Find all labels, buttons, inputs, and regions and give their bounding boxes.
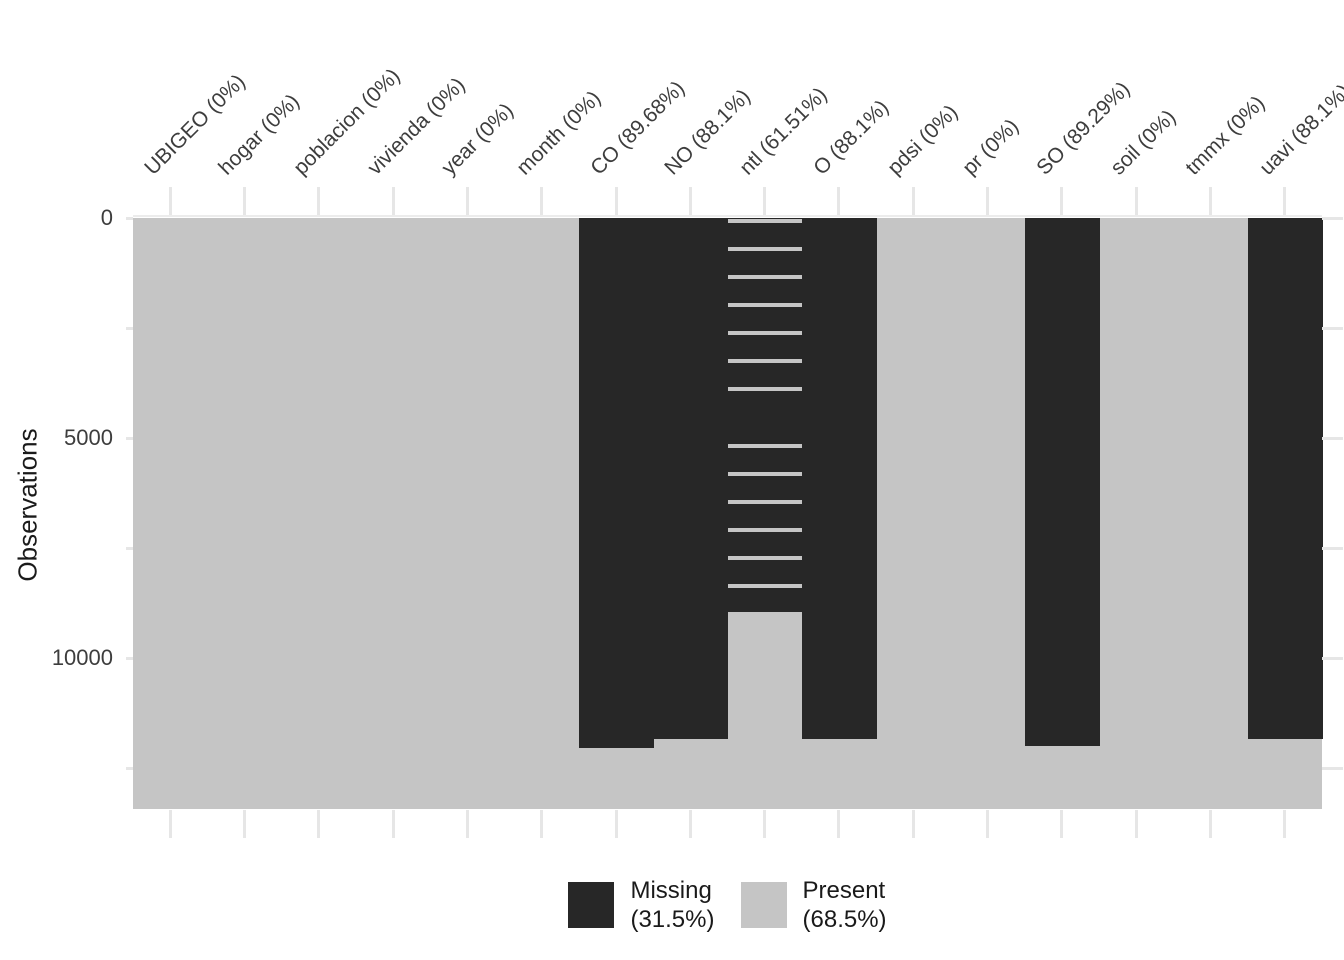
- present-stripe: [727, 443, 803, 448]
- x-axis-tick-bottom: [986, 810, 990, 838]
- present-stripe: [727, 387, 803, 392]
- legend-label-line1: Missing: [630, 877, 712, 904]
- x-axis-tick-top: [540, 187, 544, 215]
- legend-swatch-missing: [568, 882, 615, 928]
- x-axis-tick-top: [837, 187, 841, 215]
- x-axis-tick-bottom: [391, 810, 395, 838]
- y-axis-tick-label: 10000: [51, 645, 113, 670]
- x-axis-tick-top: [1209, 187, 1213, 215]
- x-axis-tick-bottom: [688, 810, 692, 838]
- legend-label-missing: Missing (31.5%): [630, 876, 714, 934]
- present-stripe: [727, 330, 803, 335]
- present-stripe: [727, 359, 803, 364]
- x-axis-tick-bottom: [1283, 810, 1287, 838]
- present-stripe: [727, 472, 803, 477]
- y-axis-tick-right: [1322, 326, 1343, 330]
- x-axis-tick-bottom: [317, 810, 321, 838]
- x-axis-tick-top: [1134, 187, 1138, 215]
- y-axis-tick-label: 0: [100, 205, 113, 230]
- y-axis-tick-right: [1322, 216, 1343, 220]
- y-axis-tick-left: [126, 436, 133, 440]
- legend-label-line2: (68.5%): [802, 906, 887, 933]
- x-axis-tick-bottom: [1060, 810, 1064, 838]
- y-axis-tick-left: [126, 656, 133, 660]
- present-stripe: [727, 583, 803, 588]
- y-axis-tick-right: [1322, 766, 1343, 770]
- x-axis-tick-bottom: [1209, 810, 1213, 838]
- missing-bar-NO: [653, 218, 728, 739]
- x-axis-tick-top: [986, 187, 990, 215]
- legend-label-line1: Present: [802, 877, 886, 904]
- x-axis-tick-top: [688, 187, 692, 215]
- column-label-tmmx: tmmx (0%): [1180, 91, 1269, 180]
- x-axis-tick-top: [465, 187, 469, 215]
- legend: Missing (31.5%) Present (68.5%): [133, 876, 1322, 934]
- present-stripe: [727, 303, 803, 308]
- x-axis-tick-bottom: [763, 810, 767, 838]
- panel-top-border: [133, 215, 1322, 217]
- y-axis-tick-right: [1322, 436, 1343, 440]
- y-axis-tick-right: [1322, 546, 1343, 550]
- y-axis-tick-label: 5000: [64, 425, 113, 450]
- column-label-pdsi: pdsi (0%): [883, 100, 963, 180]
- missing-bar-uavi: [1247, 218, 1323, 739]
- x-axis-tick-top: [763, 187, 767, 215]
- legend-item-present: Present (68.5%): [740, 876, 887, 934]
- x-axis-tick-top: [242, 187, 246, 215]
- column-label-soil: soil (0%): [1106, 105, 1181, 180]
- legend-label-line2: (31.5%): [630, 906, 715, 933]
- x-axis-tick-bottom: [614, 810, 618, 838]
- missing-bar-SO: [1024, 218, 1100, 746]
- present-stripe: [727, 219, 803, 224]
- x-axis-tick-top: [614, 187, 618, 215]
- y-axis-tick-left: [126, 216, 133, 220]
- present-stripe: [727, 528, 803, 533]
- present-stripe: [727, 274, 803, 279]
- x-axis-tick-top: [391, 187, 395, 215]
- x-axis-tick-bottom: [465, 810, 469, 838]
- y-axis-tick-left: [126, 326, 133, 330]
- missing-bar-CO: [578, 218, 654, 748]
- x-axis-tick-top: [1283, 187, 1287, 215]
- legend-item-missing: Missing (31.5%): [568, 876, 715, 934]
- x-axis-tick-top: [317, 187, 321, 215]
- y-axis-title: Observations: [12, 428, 43, 582]
- column-label-uavi: uavi (88.1%): [1255, 79, 1344, 180]
- plot-panel: [133, 218, 1323, 809]
- legend-swatch-present: [740, 882, 787, 928]
- legend-label-present: Present (68.5%): [803, 876, 887, 934]
- x-axis-tick-bottom: [540, 810, 544, 838]
- x-axis-tick-bottom: [1134, 810, 1138, 838]
- y-axis-tick-left: [126, 766, 133, 770]
- x-axis-tick-bottom: [837, 810, 841, 838]
- present-stripe: [727, 499, 803, 504]
- x-axis-tick-bottom: [911, 810, 915, 838]
- present-stripe: [727, 246, 803, 251]
- missing-bar-ntl: [727, 218, 803, 613]
- missing-bar-O: [801, 218, 877, 739]
- column-label-pr: pr (0%): [957, 114, 1023, 180]
- y-axis-tick-right: [1322, 656, 1343, 660]
- x-axis-tick-top: [911, 187, 915, 215]
- x-axis-tick-bottom: [168, 810, 172, 838]
- present-stripe: [727, 556, 803, 561]
- x-axis-tick-top: [1060, 187, 1064, 215]
- x-axis-tick-top: [168, 187, 172, 215]
- x-axis-tick-bottom: [242, 810, 246, 838]
- y-axis-tick-left: [126, 546, 133, 550]
